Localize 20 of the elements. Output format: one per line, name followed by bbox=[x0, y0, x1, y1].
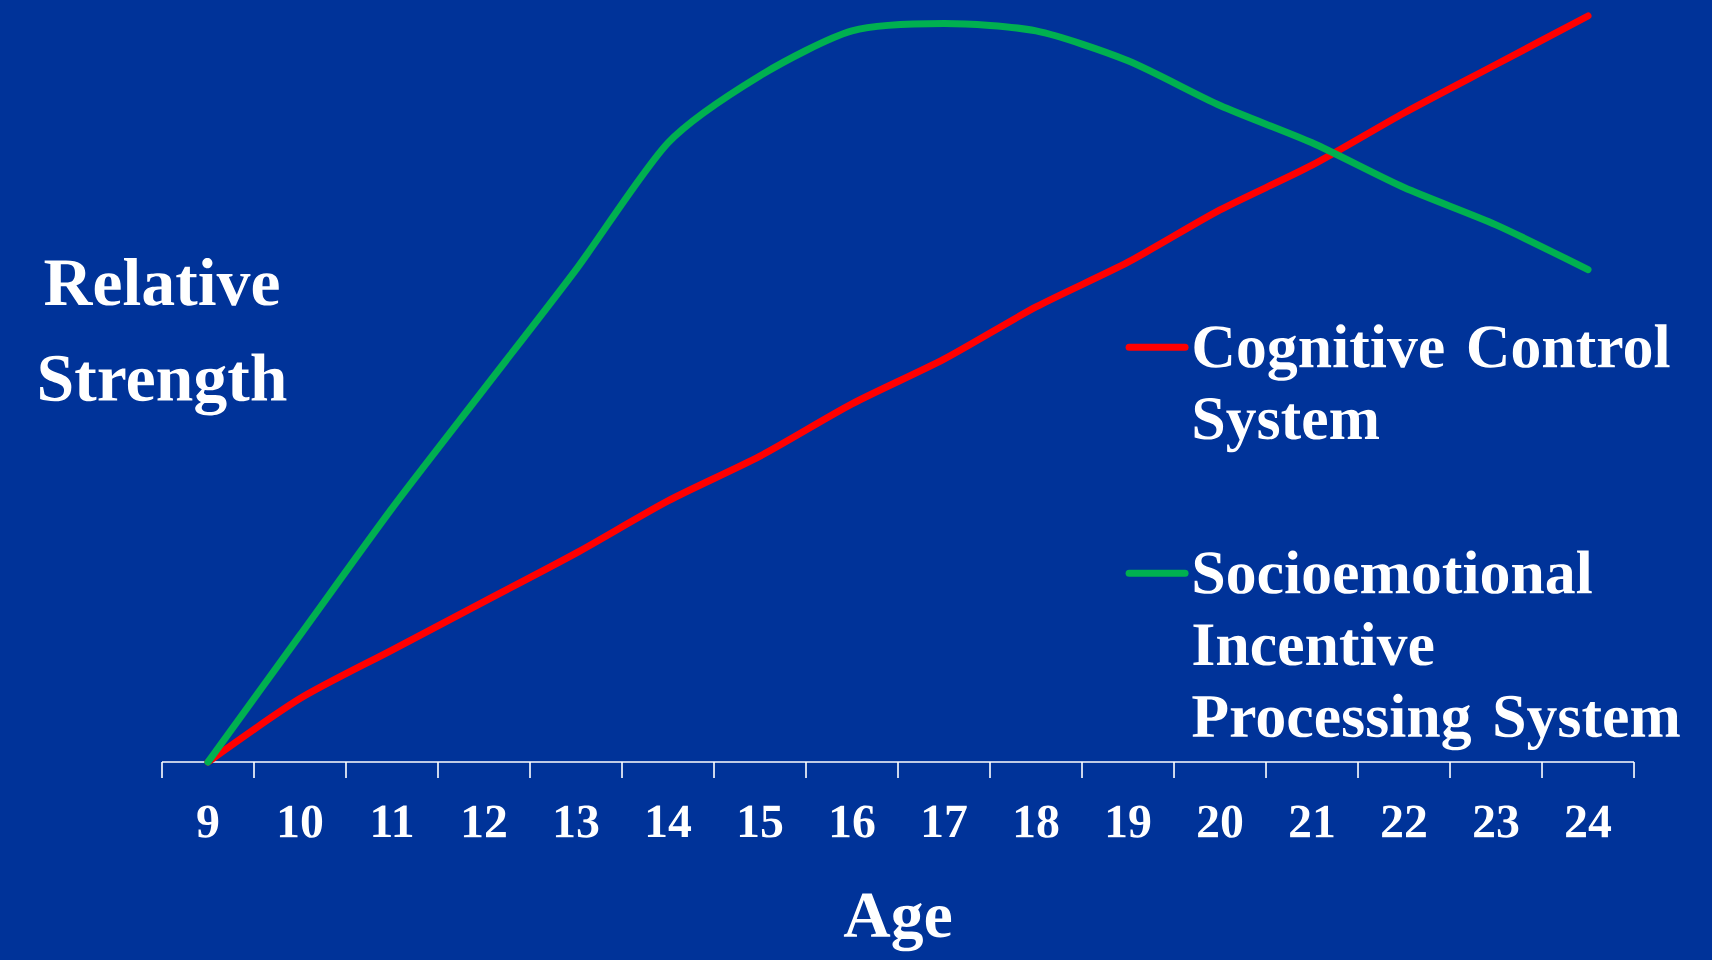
x-tick-label: 9 bbox=[197, 805, 219, 838]
y-axis-title: Relative Strength bbox=[40, 257, 287, 416]
x-tick-label: 18 bbox=[1015, 805, 1059, 838]
x-tick-label: 23 bbox=[1474, 805, 1519, 838]
x-tick-label: 21 bbox=[1290, 805, 1334, 838]
x-axis-title: Age bbox=[843, 893, 952, 952]
x-tick-label: 15 bbox=[739, 805, 783, 838]
x-tick-label: 13 bbox=[555, 805, 599, 838]
x-tick-label: 22 bbox=[1382, 805, 1426, 838]
legend-label: Socioemotional Incentive Processing System bbox=[1192, 550, 1680, 751]
x-tick-label: 17 bbox=[923, 805, 967, 838]
legend-label: Cognitive Control System bbox=[1194, 324, 1670, 453]
x-tick-label: 16 bbox=[831, 805, 875, 838]
x-tick-label: 20 bbox=[1198, 805, 1243, 838]
x-tick-label: 14 bbox=[647, 805, 692, 838]
x-tick-label: 12 bbox=[463, 805, 506, 838]
x-tick-label: 24 bbox=[1566, 805, 1612, 838]
x-tick-label: 10 bbox=[279, 805, 323, 838]
x-tick-label: 19 bbox=[1107, 805, 1151, 838]
x-tick-label: 11 bbox=[373, 805, 413, 838]
